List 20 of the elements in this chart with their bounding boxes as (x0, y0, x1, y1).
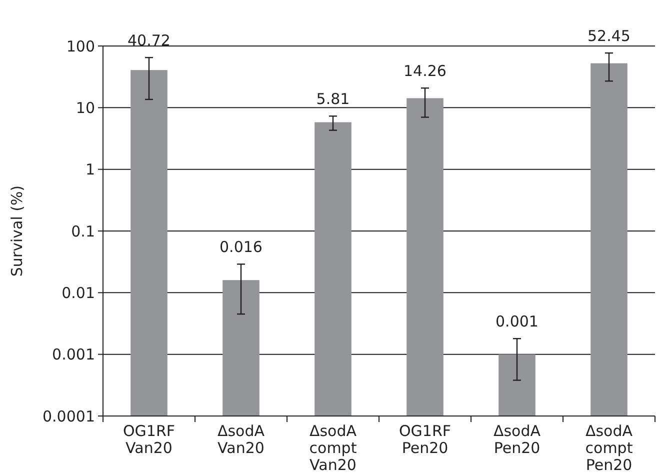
x-tick-label: ΔsodA compt Pen20 (585, 422, 634, 474)
data-label: 5.81 (316, 90, 350, 108)
data-label: 40.72 (128, 32, 170, 50)
y-tick-label: 0.001 (52, 346, 95, 364)
y-tick-label: 0.1 (71, 222, 95, 240)
x-tick-label: OG1RF Pen20 (398, 422, 452, 457)
x-tick-label: ΔsodA Pen20 (493, 422, 542, 457)
data-label: 0.001 (496, 312, 538, 331)
y-tick-label: 100 (66, 37, 95, 56)
y-tick-label: 1 (85, 160, 95, 179)
x-tick-label: ΔsodA compt Van20 (309, 422, 358, 474)
data-label: 52.45 (588, 27, 630, 45)
data-label: 0.016 (220, 238, 262, 256)
x-tick-label: OG1RF Van20 (122, 422, 176, 457)
y-tick-label: 0.0001 (42, 407, 95, 426)
y-axis-title: Survival (%) (8, 185, 26, 277)
x-tick-label: ΔsodA Van20 (217, 422, 266, 457)
data-label: 14.26 (404, 62, 446, 80)
y-tick-label: 10 (76, 98, 95, 117)
y-tick-label: 0.01 (62, 284, 95, 302)
